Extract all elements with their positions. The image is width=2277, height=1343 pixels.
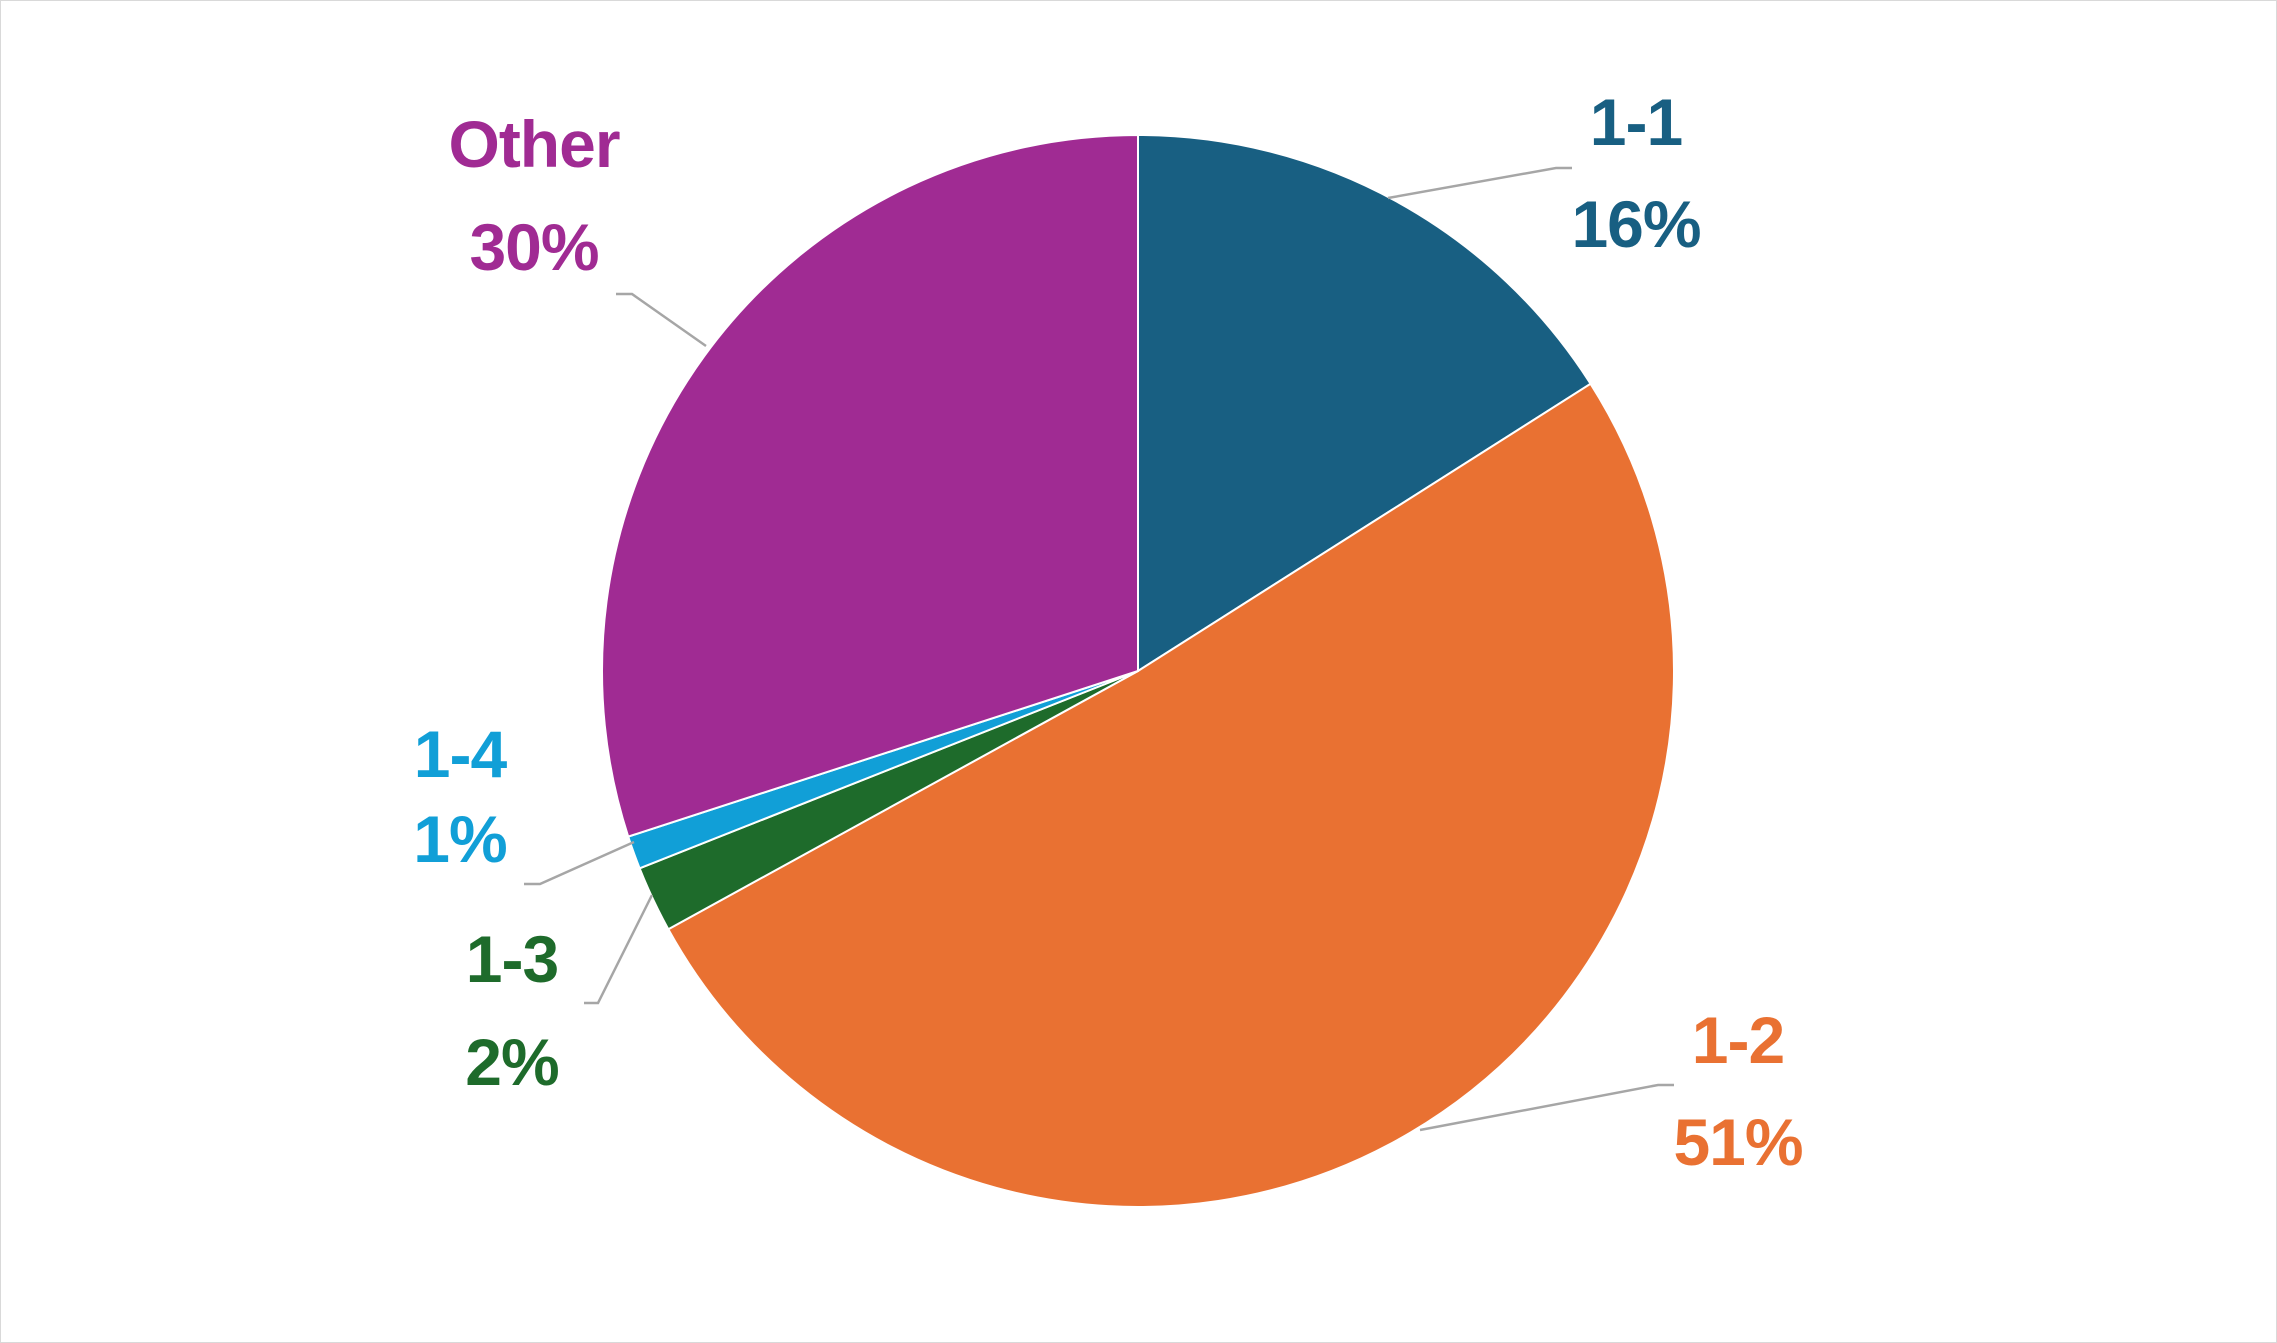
leader-line-1-3 (584, 894, 654, 1005)
pie-slices (601, 133, 1675, 1209)
pie-slice-1-1 (1137, 133, 1592, 673)
leader-line-other (616, 292, 707, 348)
slice-percent-label-1-2: 51% (1673, 1105, 1802, 1179)
leader-line-1-1 (1387, 166, 1572, 200)
leader-line-1-2 (1419, 1083, 1674, 1132)
pie-slice-1-2 (666, 382, 1675, 1209)
slice-category-label-other: Other (448, 107, 619, 181)
slice-percent-label-1-3: 2% (465, 1025, 558, 1099)
slice-category-label-1-2: 1-2 (1692, 1003, 1784, 1077)
slice-percent-label-1-1: 16% (1571, 187, 1700, 261)
slice-percent-label-other: 30% (469, 210, 598, 284)
slice-percent-label-1-4: 1% (413, 802, 506, 876)
pie-slice-other (601, 133, 1139, 838)
leader-line-1-4 (524, 840, 635, 886)
slice-category-label-1-4: 1-4 (414, 717, 508, 791)
slice-category-label-1-1: 1-1 (1590, 85, 1682, 159)
leader-lines (524, 166, 1674, 1132)
slice-category-label-1-3: 1-3 (466, 922, 558, 996)
data-labels: 1-1 16% 1-2 51% 1-3 2% 1-4 1% Other 30% (413, 85, 1803, 1179)
